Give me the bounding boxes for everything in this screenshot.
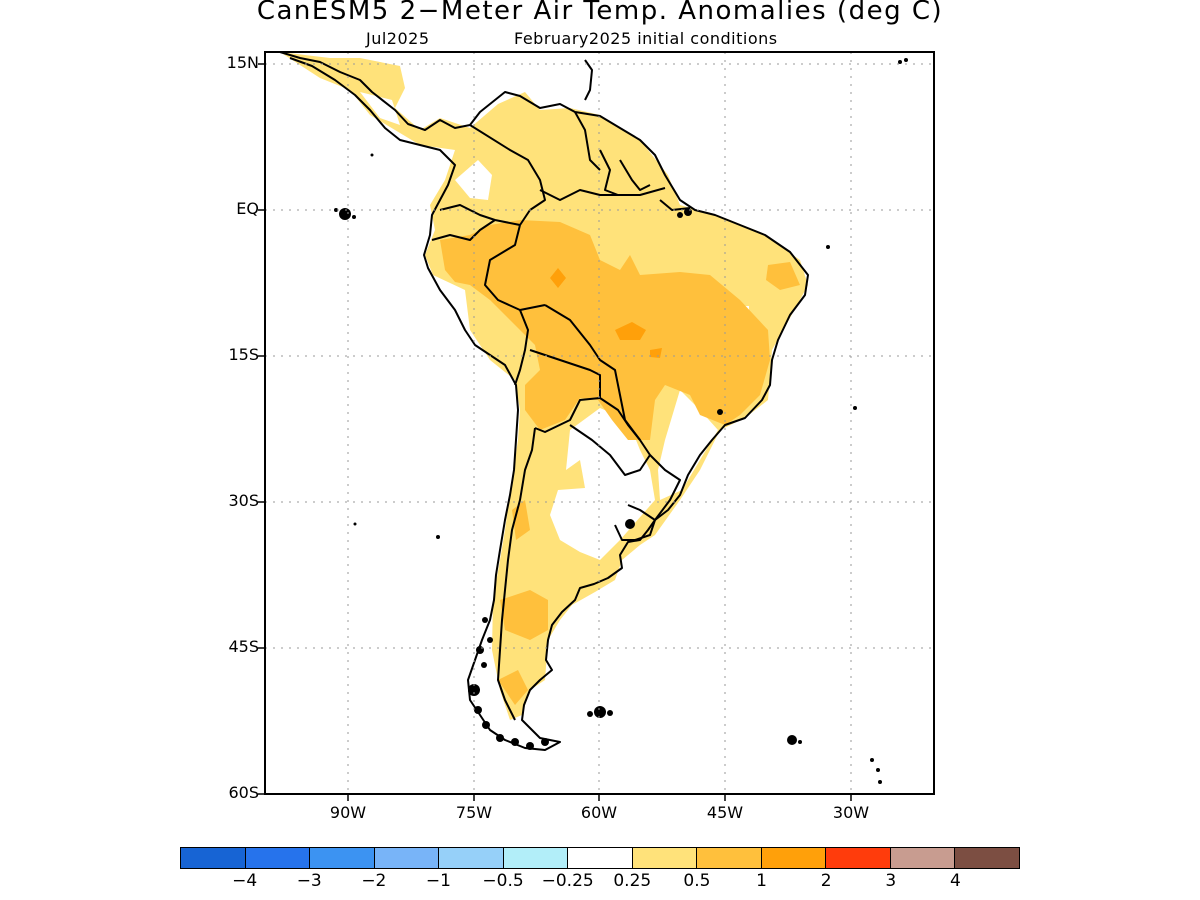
anomaly-medium-ne-brazil <box>766 262 800 290</box>
coast-north-detail-2 <box>659 199 691 211</box>
border-paraguay <box>569 397 651 476</box>
neutral-gap-southern-brazil <box>658 390 718 500</box>
colorbar-label-0: −4 <box>232 871 258 891</box>
colorbar-label-8: 1 <box>756 871 767 891</box>
coast-north-detail-1 <box>584 59 593 101</box>
colorbar-label-4: −0.5 <box>482 871 524 891</box>
colorbar-label-1: −3 <box>296 871 322 891</box>
colorbar <box>180 847 1020 869</box>
border-bolivia-brazil <box>544 304 641 441</box>
border-guyana-suriname <box>599 149 619 196</box>
lat-label-15n: 15N <box>226 53 259 72</box>
colorbar-swatch-4 <box>439 848 504 868</box>
islands <box>334 58 908 784</box>
colorbar-label-11: 4 <box>949 871 961 891</box>
colorbar-swatch-3 <box>374 848 440 868</box>
anomaly-medium-patagonia <box>500 590 548 640</box>
colorbar-swatch-11 <box>890 848 956 868</box>
border-peru-bolivia <box>514 309 529 386</box>
colorbar-label-6: 0.25 <box>613 871 652 891</box>
colorbar-swatch-0 <box>181 848 246 868</box>
border-uruguay <box>614 504 656 541</box>
lat-label-eq: EQ <box>236 199 259 218</box>
colorbar-swatch-5 <box>503 848 569 868</box>
lon-label-75w: 75W <box>455 803 493 822</box>
anomaly-medium-patagonia-south <box>498 670 528 705</box>
colorbar-label-9: 2 <box>820 871 832 891</box>
colorbar-swatch-8 <box>697 848 762 868</box>
map-title: CanESM5 2−Meter Air Temp. Anomalies (deg… <box>256 0 944 26</box>
border-ecuador-peru <box>431 219 496 241</box>
lon-label-30w: 30W <box>832 803 870 822</box>
anomaly-strong-peak-2 <box>615 322 646 340</box>
colorbar-label-5: −0.25 <box>541 871 594 891</box>
colorbar-swatch-7 <box>632 848 698 868</box>
lon-label-90w: 90W <box>329 803 367 822</box>
colorbar-swatch-6 <box>568 848 633 868</box>
colorbar-label-10: 3 <box>885 871 897 891</box>
colorbar-swatch-2 <box>310 848 375 868</box>
border-brazil-north <box>539 187 666 201</box>
axis-ticks <box>258 63 852 801</box>
colorbar-swatch-12 <box>955 848 1019 868</box>
border-suriname-fguiana <box>619 159 651 191</box>
colorbar-label-2: −2 <box>361 871 387 891</box>
lon-label-60w: 60W <box>580 803 618 822</box>
colorbar-label-7: 0.5 <box>683 871 711 891</box>
colorbar-swatch-9 <box>761 848 827 868</box>
border-chile-argentina <box>497 427 536 721</box>
colorbar-label-3: −1 <box>425 871 451 891</box>
neutral-gap-central-america <box>360 92 400 125</box>
lon-label-45w: 45W <box>706 803 744 822</box>
anomaly-medium-region <box>440 220 770 440</box>
border-argentina-brazil <box>649 454 681 521</box>
colorbar-swatch-1 <box>245 848 311 868</box>
continent-coastline <box>279 52 809 751</box>
anomaly-strong-peak-1 <box>550 268 566 288</box>
initial-conditions: February2025 initial conditions <box>514 29 778 48</box>
forecast-month: Jul2025 <box>366 29 430 48</box>
lat-label-45s: 45S <box>228 637 259 656</box>
border-venezuela-guyana <box>574 111 601 171</box>
lat-label-60s: 60S <box>228 783 259 802</box>
colorbar-swatch-10 <box>826 848 891 868</box>
lat-label-30s: 30S <box>228 491 259 510</box>
neutral-gap-peru-coast <box>433 275 488 360</box>
border-ecuador-colombia <box>439 204 521 226</box>
lat-label-15s: 15S <box>228 345 259 364</box>
